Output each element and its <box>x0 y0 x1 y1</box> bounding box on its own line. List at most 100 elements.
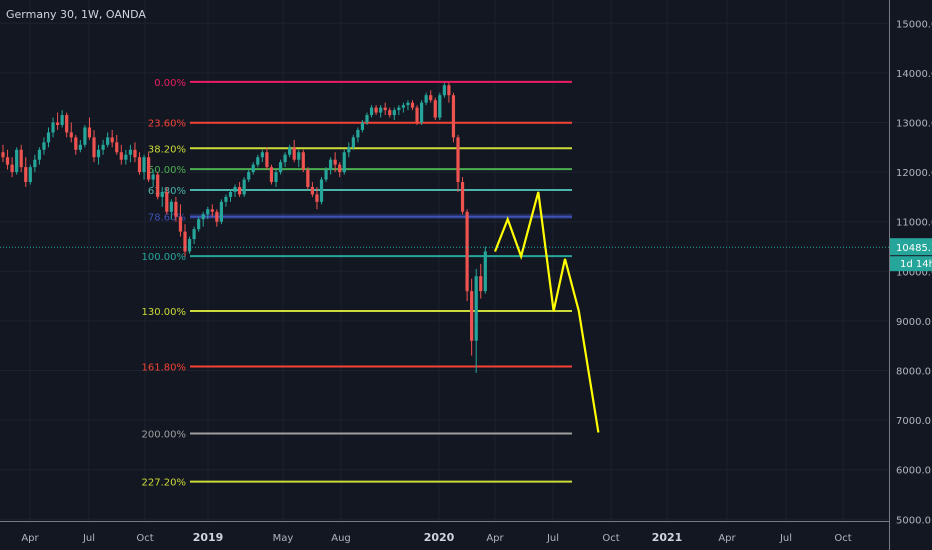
candle-body <box>397 107 401 111</box>
time-tick-label: Apr <box>21 533 39 544</box>
candle-body <box>479 276 483 292</box>
price-badge[interactable] <box>890 238 932 256</box>
candle-body <box>292 147 296 160</box>
candle-body <box>219 201 223 222</box>
candle-body <box>315 194 319 202</box>
candle-body <box>87 127 92 138</box>
time-tick-label: May <box>273 533 294 544</box>
candle-body <box>442 85 446 96</box>
fib-label: 130.00% <box>142 307 187 318</box>
candle-body <box>56 122 60 125</box>
fibonacci-retracement[interactable]: 0.00%23.60%38.20%50.00%61.80%78.60%100.0… <box>142 78 573 489</box>
time-tick-label: Oct <box>136 533 153 544</box>
candle-body <box>33 159 37 168</box>
candle-body <box>192 229 196 240</box>
fib-label: 50.00% <box>148 165 186 176</box>
candle-body <box>383 107 387 111</box>
candle-body <box>128 149 132 155</box>
candle-body <box>106 137 110 145</box>
fib-label: 200.00% <box>142 429 187 440</box>
candle-body <box>124 154 128 160</box>
candle-body <box>410 102 415 108</box>
symbol-title: Germany 30, 1W, OANDA <box>6 8 146 21</box>
candle-body <box>283 154 287 163</box>
candle-body <box>37 149 41 160</box>
candle-body <box>147 157 151 180</box>
candle-body <box>60 115 64 125</box>
candle-body <box>183 231 187 252</box>
candle-body <box>301 152 305 170</box>
price-tick-label: 13000.0 <box>896 119 932 130</box>
candle-body <box>137 157 142 173</box>
candle-body <box>74 137 78 150</box>
candle-body <box>5 157 10 165</box>
candle-body <box>24 167 28 183</box>
candlestick-series <box>1 82 487 373</box>
candle-body <box>429 95 433 101</box>
price-axis-bg <box>889 0 932 550</box>
fib-label: 78.60% <box>148 213 186 224</box>
candle-body <box>165 191 169 212</box>
fib-label: 38.20% <box>148 144 186 155</box>
candle-body <box>256 157 260 165</box>
candle-body <box>401 105 405 108</box>
time-axis-bg <box>0 521 889 550</box>
candle-body <box>347 147 351 153</box>
price-tick-label: 11000.0 <box>896 218 932 229</box>
candle-body <box>460 182 465 212</box>
candle-body <box>297 152 301 160</box>
fib-label: 23.60% <box>148 119 186 130</box>
candle-body <box>215 211 219 222</box>
fib-label: 161.80% <box>142 363 187 374</box>
time-tick-label: Jul <box>779 533 792 544</box>
price-tick-label: 6000.0 <box>896 466 931 477</box>
candle-body <box>433 100 437 118</box>
candle-body <box>451 95 456 138</box>
candle-body <box>15 149 19 173</box>
candle-body <box>28 167 32 183</box>
candle-body <box>46 132 51 143</box>
price-tick-label: 10000.0 <box>896 267 932 278</box>
candle-body <box>338 164 342 173</box>
candle-body <box>319 179 324 202</box>
candle-body <box>142 157 146 173</box>
price-badge-value: 10485.7 <box>896 243 932 254</box>
candle-body <box>447 85 451 96</box>
candle-body <box>83 127 87 145</box>
time-tick-label: Aug <box>331 533 351 544</box>
projection-path <box>493 191 600 433</box>
time-tick-label: 2021 <box>652 531 683 544</box>
candle-body <box>242 179 246 195</box>
candle-body <box>174 201 178 217</box>
candle-body <box>333 159 337 165</box>
candle-body <box>406 102 410 106</box>
time-tick-label: 2019 <box>193 531 224 544</box>
price-tick-label: 12000.0 <box>896 168 932 179</box>
candle-body <box>101 144 105 150</box>
price-tick-label: 8000.0 <box>896 367 931 378</box>
candle-body <box>388 110 392 116</box>
candle-body <box>483 251 487 292</box>
price-axis[interactable]: 5000.0 6000.0 7000.0 8000.0 9000.0 10000.0 110… <box>889 0 932 550</box>
fib-label: 100.00% <box>142 252 187 263</box>
candle-body <box>274 172 278 183</box>
candle-body <box>228 191 233 197</box>
candle-body <box>42 142 46 150</box>
candle-body <box>178 216 183 232</box>
candle-body <box>310 186 314 195</box>
candle-body <box>379 107 383 113</box>
fib-label: 227.20% <box>142 478 187 489</box>
candle-body <box>365 115 369 123</box>
time-tick-label: Oct <box>602 533 619 544</box>
candle-body <box>10 164 14 173</box>
candle-body <box>269 167 274 183</box>
fib-label: 0.00% <box>154 78 186 89</box>
candle-body <box>119 152 123 160</box>
candle-body <box>115 142 119 153</box>
candle-body <box>51 122 55 133</box>
candle-body <box>65 115 69 133</box>
candle-body <box>201 214 205 220</box>
candle-body <box>306 169 310 187</box>
time-axis[interactable]: Apr Jul Oct 2019 May Aug 2020 Apr Jul Oct 2021 Apr J… <box>0 521 890 550</box>
